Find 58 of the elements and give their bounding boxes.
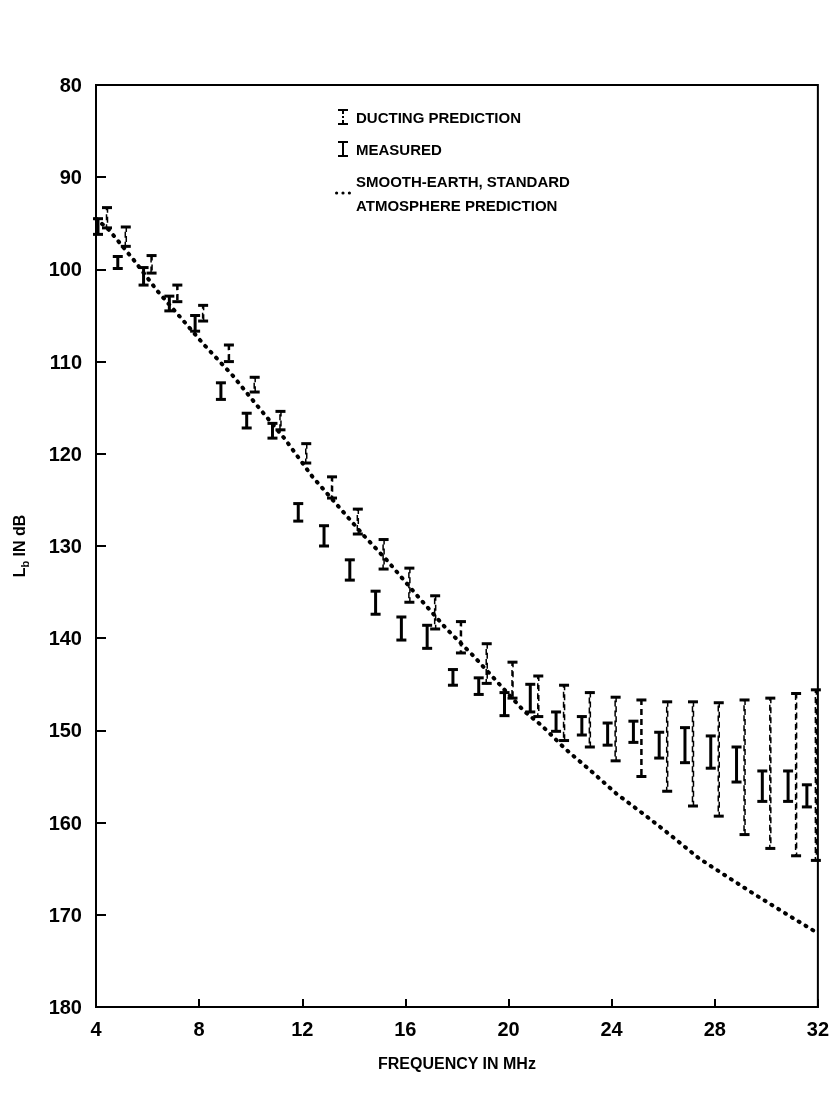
y-tick-label: 90 bbox=[59, 166, 82, 189]
legend-label: MEASURED bbox=[356, 140, 443, 158]
x-tick-label: 4 bbox=[90, 1018, 103, 1040]
bar bbox=[691, 701, 695, 807]
bar bbox=[683, 727, 687, 763]
bar bbox=[786, 770, 790, 802]
bar bbox=[459, 620, 463, 654]
x-tick-label: 24 bbox=[600, 1018, 624, 1040]
bar bbox=[382, 538, 385, 570]
bar bbox=[279, 410, 282, 431]
bar bbox=[330, 476, 334, 499]
y-tick-label: 130 bbox=[48, 535, 82, 557]
legend-label: SMOOTH-EARTH, STANDARD ATMOSPHERE PREDICTION bbox=[356, 172, 575, 214]
bar bbox=[124, 226, 128, 248]
x-tick-label: 28 bbox=[703, 1018, 726, 1040]
y-tick-label: 170 bbox=[48, 903, 82, 926]
bar bbox=[735, 747, 739, 783]
x-tick-label: 8 bbox=[193, 1018, 205, 1040]
bar bbox=[356, 508, 360, 535]
bar bbox=[408, 567, 411, 603]
x-tick-label: 20 bbox=[497, 1018, 520, 1040]
x-tick-label: 12 bbox=[291, 1018, 314, 1040]
bar bbox=[665, 701, 669, 792]
bar bbox=[717, 701, 720, 817]
bar bbox=[399, 616, 403, 641]
bar bbox=[176, 284, 179, 303]
bar bbox=[760, 770, 764, 802]
x-tick-label: 32 bbox=[806, 1018, 829, 1040]
bar bbox=[657, 732, 661, 759]
bar bbox=[640, 699, 643, 778]
bar bbox=[588, 691, 592, 748]
bar bbox=[485, 642, 488, 685]
y-tick-label: 160 bbox=[48, 811, 82, 834]
bar bbox=[743, 699, 746, 836]
bar bbox=[562, 684, 566, 742]
bar bbox=[769, 697, 772, 850]
bar bbox=[227, 344, 231, 363]
bar bbox=[433, 595, 437, 630]
x-axis-title: FREQUENCY IN MHz bbox=[377, 1054, 536, 1072]
bar bbox=[709, 735, 713, 769]
bar bbox=[253, 376, 256, 393]
legend-label: DUCTING PREDICTION bbox=[356, 108, 521, 126]
y-tick-label: 80 bbox=[59, 74, 82, 96]
bar bbox=[305, 442, 308, 464]
y-axis-title: Lb IN dB bbox=[11, 514, 31, 578]
bar bbox=[150, 254, 153, 274]
y-tick-label: 110 bbox=[49, 350, 82, 373]
bar bbox=[201, 304, 205, 322]
bar bbox=[794, 692, 798, 857]
y-tick-label: 140 bbox=[48, 627, 82, 650]
y-tick-label: 100 bbox=[48, 258, 82, 281]
x-tick-label: 16 bbox=[394, 1018, 417, 1040]
y-tick-label: 180 bbox=[48, 996, 82, 1018]
bar bbox=[614, 696, 617, 762]
bar bbox=[511, 661, 514, 699]
bar bbox=[537, 675, 540, 718]
y-tick-label: 150 bbox=[48, 719, 82, 742]
y-tick-label: 120 bbox=[48, 442, 82, 465]
